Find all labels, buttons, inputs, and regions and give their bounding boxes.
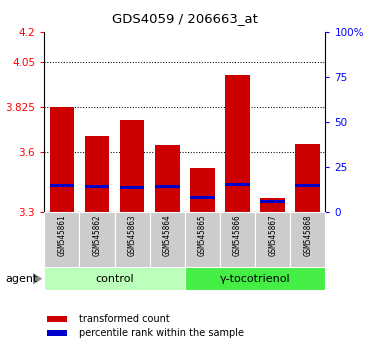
Bar (79, 212, 115, 267)
Bar (185, 267, 325, 290)
Bar (185, 212, 220, 267)
Text: GSM545868: GSM545868 (303, 214, 312, 256)
Bar (155, 185, 179, 188)
Text: GDS4059 / 206663_at: GDS4059 / 206663_at (112, 12, 258, 25)
Bar (50, 107, 74, 212)
Bar (260, 198, 285, 212)
Bar (260, 200, 285, 202)
Bar (47, 316, 67, 322)
Bar (85, 185, 109, 188)
Text: agent: agent (6, 274, 38, 284)
Text: GSM545867: GSM545867 (268, 214, 277, 256)
Bar (120, 186, 144, 189)
Text: GSM545864: GSM545864 (163, 214, 172, 256)
Bar (155, 145, 179, 212)
Bar (85, 136, 109, 212)
Bar (225, 75, 250, 212)
Bar (190, 168, 215, 212)
Bar (220, 212, 255, 267)
Text: transformed count: transformed count (79, 314, 169, 324)
Bar (44, 212, 79, 267)
Bar (44, 267, 185, 290)
Bar (190, 196, 215, 199)
Text: percentile rank within the sample: percentile rank within the sample (79, 328, 244, 338)
Bar (50, 184, 74, 187)
Text: GSM545861: GSM545861 (57, 214, 66, 256)
Bar (295, 184, 320, 187)
Text: control: control (95, 274, 134, 284)
Bar (290, 212, 325, 267)
Bar (295, 144, 320, 212)
Bar (150, 212, 185, 267)
Text: GSM545862: GSM545862 (92, 214, 102, 256)
Text: GSM545866: GSM545866 (233, 214, 242, 256)
Text: GSM545863: GSM545863 (127, 214, 137, 256)
Bar (115, 212, 150, 267)
Bar (47, 330, 67, 336)
Text: γ-tocotrienol: γ-tocotrienol (220, 274, 290, 284)
Text: GSM545865: GSM545865 (198, 214, 207, 256)
Bar (255, 212, 290, 267)
Bar (225, 183, 250, 185)
Polygon shape (33, 273, 42, 285)
Bar (120, 120, 144, 212)
